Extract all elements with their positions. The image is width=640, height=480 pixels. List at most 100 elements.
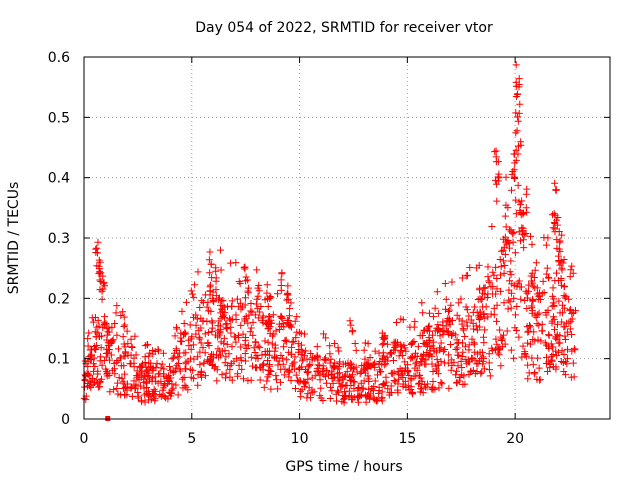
data-point bbox=[196, 361, 204, 369]
data-point bbox=[560, 292, 568, 300]
data-point bbox=[484, 273, 492, 281]
data-point bbox=[234, 372, 242, 380]
data-point bbox=[193, 315, 201, 323]
data-point bbox=[261, 337, 269, 345]
data-point bbox=[515, 277, 523, 285]
data-point bbox=[366, 353, 374, 361]
data-point bbox=[265, 295, 273, 303]
data-point bbox=[262, 320, 270, 328]
data-point bbox=[269, 311, 277, 319]
data-point bbox=[283, 356, 291, 364]
data-point bbox=[553, 331, 561, 339]
data-point bbox=[484, 263, 492, 271]
data-point bbox=[241, 263, 249, 271]
data-point bbox=[346, 377, 354, 385]
data-point bbox=[532, 259, 540, 267]
data-point bbox=[481, 326, 489, 334]
data-point bbox=[115, 374, 123, 382]
data-point bbox=[566, 273, 574, 281]
data-point bbox=[395, 370, 403, 378]
data-point bbox=[326, 350, 334, 358]
data-point bbox=[478, 295, 486, 303]
data-point bbox=[285, 312, 293, 320]
data-point bbox=[528, 307, 536, 315]
data-point bbox=[264, 338, 272, 346]
data-point bbox=[233, 295, 241, 303]
data-point bbox=[547, 340, 555, 348]
data-point bbox=[418, 331, 426, 339]
data-point bbox=[221, 347, 229, 355]
data-point bbox=[93, 380, 101, 388]
data-point bbox=[178, 307, 186, 315]
data-point bbox=[94, 329, 102, 337]
data-point bbox=[205, 256, 213, 264]
data-point bbox=[196, 304, 204, 312]
data-point bbox=[316, 371, 324, 379]
data-point bbox=[441, 279, 449, 287]
data-point bbox=[378, 354, 386, 362]
data-point bbox=[493, 317, 501, 325]
data-point bbox=[561, 335, 569, 343]
data-point bbox=[286, 304, 294, 312]
data-point bbox=[231, 333, 239, 341]
data-point bbox=[376, 368, 384, 376]
data-point bbox=[509, 167, 517, 175]
data-point bbox=[91, 345, 99, 353]
data-point bbox=[365, 378, 373, 386]
data-point bbox=[331, 363, 339, 371]
data-point bbox=[437, 357, 445, 365]
data-point bbox=[565, 319, 573, 327]
data-point bbox=[426, 350, 434, 358]
x-tick-labels: 0 5 10 15 20 bbox=[80, 431, 525, 447]
data-point bbox=[500, 299, 508, 307]
data-point bbox=[433, 348, 441, 356]
data-point bbox=[103, 372, 111, 380]
data-point bbox=[335, 379, 343, 387]
data-point bbox=[448, 361, 456, 369]
data-point bbox=[105, 345, 113, 353]
data-point bbox=[382, 360, 390, 368]
data-point bbox=[441, 345, 449, 353]
data-point bbox=[475, 314, 483, 322]
data-point bbox=[354, 387, 362, 395]
data-point bbox=[93, 244, 101, 252]
data-point bbox=[455, 377, 463, 385]
data-point bbox=[360, 346, 368, 354]
data-point bbox=[288, 343, 296, 351]
data-point bbox=[558, 231, 566, 239]
data-point bbox=[343, 382, 351, 390]
data-point bbox=[96, 333, 104, 341]
data-point bbox=[378, 341, 386, 349]
data-point bbox=[544, 234, 552, 242]
data-point bbox=[215, 317, 223, 325]
data-point bbox=[380, 355, 388, 363]
data-point bbox=[257, 303, 265, 311]
data-point bbox=[510, 354, 518, 362]
data-point bbox=[538, 327, 546, 335]
data-point bbox=[529, 296, 537, 304]
data-point bbox=[509, 238, 517, 246]
data-point bbox=[535, 376, 543, 384]
data-point bbox=[531, 266, 539, 274]
data-point bbox=[93, 376, 101, 384]
data-point bbox=[192, 330, 200, 338]
data-point bbox=[464, 271, 472, 279]
data-point bbox=[155, 370, 163, 378]
data-point bbox=[428, 331, 436, 339]
data-point bbox=[149, 367, 157, 375]
data-point bbox=[206, 248, 214, 256]
data-point bbox=[502, 201, 510, 209]
data-point bbox=[549, 284, 557, 292]
data-point bbox=[546, 360, 554, 368]
data-point bbox=[242, 334, 250, 342]
data-point bbox=[310, 388, 318, 396]
y-tick-label: 0.5 bbox=[48, 110, 70, 126]
data-point bbox=[243, 345, 251, 353]
data-point bbox=[453, 311, 461, 319]
data-point bbox=[419, 351, 427, 359]
data-point bbox=[401, 377, 409, 385]
data-point bbox=[322, 372, 330, 380]
y-tick-label: 0.6 bbox=[48, 50, 70, 66]
data-point bbox=[442, 295, 450, 303]
data-point bbox=[292, 371, 300, 379]
